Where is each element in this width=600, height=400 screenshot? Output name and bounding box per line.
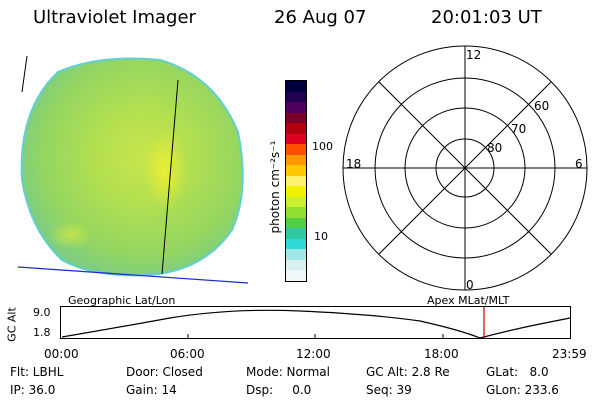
info-dsp: Dsp: 0.0 (246, 383, 312, 397)
instrument-title: Ultraviolet Imager (33, 7, 196, 28)
colorbar-segment (286, 102, 306, 113)
colorbar-segment (286, 186, 306, 197)
info-glon: GLon: 233.6 (486, 383, 559, 397)
orbit-y-axis-label: GC Alt (5, 307, 19, 342)
colorbar-tick-100: 100 (312, 140, 333, 153)
orientation-tick (21, 55, 28, 93)
colorbar-segment (286, 238, 306, 250)
orbit-altitude-plot (60, 306, 571, 339)
date-label: 26 Aug 07 (274, 7, 367, 28)
info-mode: Mode: Normal (246, 365, 330, 379)
orbit-right-label: Apex MLat/MLT (427, 294, 510, 307)
orbit-altitude-curve (61, 309, 571, 339)
info-glat: GLat: 8.0 (486, 365, 549, 379)
colorbar-segment (286, 123, 306, 134)
time-label: 20:01:03 UT (431, 7, 542, 28)
lat-label-80: 80 (487, 141, 502, 155)
colorbar-segment (286, 207, 306, 218)
polar-mlat-mlt-plot: 12 6 0 18 60 70 80 (342, 45, 588, 292)
colorbar-segment (286, 133, 306, 145)
colorbar-tick-10: 10 (314, 230, 328, 243)
colorbar-segment (286, 165, 306, 176)
colorbar-segment (286, 175, 306, 187)
orbit-x-tick-2359: 23:59 (552, 347, 587, 361)
terminator-line (17, 266, 249, 284)
colorbar-segment (286, 144, 306, 155)
mlt-label-12: 12 (466, 48, 481, 62)
info-filter: Flt: LBHL (10, 365, 64, 379)
lat-label-70: 70 (511, 122, 526, 136)
colorbar-unit-label: photon cm⁻²s⁻¹ (268, 140, 282, 234)
colorbar-segment (286, 196, 306, 208)
info-gain: Gain: 14 (126, 383, 177, 397)
orbit-left-label: Geographic Lat/Lon (68, 294, 176, 307)
info-gc-alt: GC Alt: 2.8 Re (366, 365, 450, 379)
colorbar-segment (286, 81, 306, 92)
colorbar-segment (286, 270, 306, 281)
color-scale-bar (285, 80, 307, 282)
uv-earth-image (17, 55, 249, 284)
lat-label-60: 60 (534, 99, 549, 113)
orbit-x-tick-0000: 00:00 (44, 347, 79, 361)
orbit-x-tick-0600: 06:00 (170, 347, 205, 361)
colorbar-segment (286, 154, 306, 166)
orbit-y-tick-9: 9.0 (33, 306, 51, 319)
colorbar-segment (286, 259, 306, 271)
meridian-line (161, 79, 179, 275)
mlt-label-6: 6 (575, 157, 583, 171)
mlt-label-18: 18 (346, 157, 361, 171)
orbit-x-tick-1800: 18:00 (424, 347, 459, 361)
colorbar-segment (286, 249, 306, 260)
info-seq: Seq: 39 (366, 383, 412, 397)
colorbar-segment (286, 112, 306, 124)
orbit-y-tick-1-8: 1.8 (33, 326, 51, 339)
orbit-x-tick-1200: 12:00 (296, 347, 331, 361)
colorbar-segment (286, 228, 306, 239)
mlt-label-0: 0 (466, 278, 474, 292)
info-ip: IP: 36.0 (10, 383, 56, 397)
info-door: Door: Closed (126, 365, 203, 379)
colorbar-segment (286, 217, 306, 229)
colorbar-segment (286, 91, 306, 103)
